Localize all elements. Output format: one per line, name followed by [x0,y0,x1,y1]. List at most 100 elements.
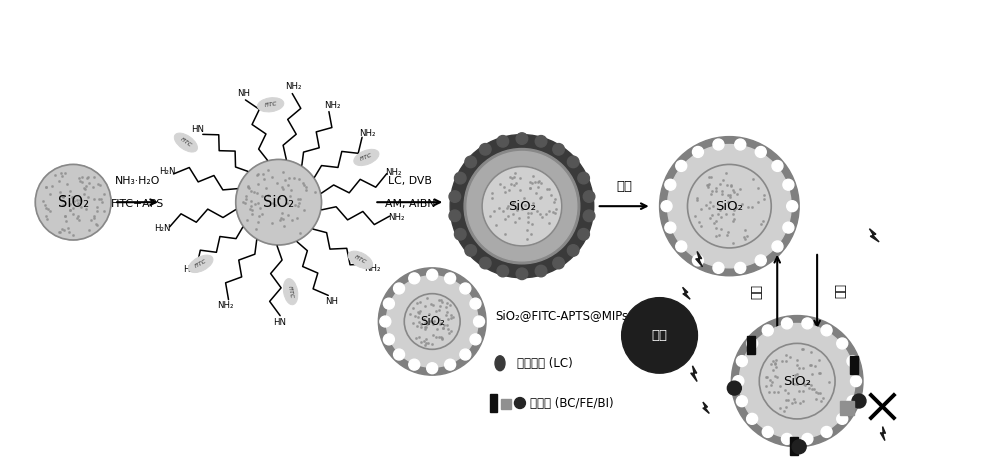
Text: SiO₂: SiO₂ [263,195,294,210]
Point [70,199,86,206]
Point [424,318,440,325]
Point [411,309,427,317]
Point [425,331,441,338]
Circle shape [535,265,547,277]
Point [54,225,70,233]
Circle shape [847,396,858,407]
Point [531,178,547,185]
Point [51,228,67,236]
Point [81,179,97,187]
Point [426,318,442,325]
Circle shape [380,316,391,327]
Circle shape [35,164,111,240]
Circle shape [449,191,461,202]
Ellipse shape [495,356,505,371]
Bar [501,399,511,409]
Point [402,310,418,318]
Circle shape [449,210,461,221]
Point [418,323,434,331]
Bar [747,337,755,354]
Point [813,397,829,405]
Circle shape [852,394,866,408]
Point [712,180,728,188]
Point [55,201,71,209]
Circle shape [676,161,687,172]
Point [547,195,563,203]
Circle shape [665,222,676,233]
Point [745,175,761,182]
Point [58,217,74,225]
Point [522,184,538,192]
Circle shape [747,338,758,349]
Point [725,186,741,193]
Point [780,390,796,397]
Point [260,166,276,174]
Circle shape [755,255,766,266]
Point [545,209,561,216]
Point [533,193,549,201]
Text: SiO₂: SiO₂ [58,195,89,210]
Point [756,195,772,203]
Point [789,362,805,369]
Ellipse shape [354,149,379,165]
Circle shape [787,201,798,212]
Point [782,353,798,360]
Point [269,179,285,187]
Circle shape [427,363,438,374]
Point [275,215,291,223]
Circle shape [497,265,509,277]
Point [795,345,811,353]
Point [56,226,72,233]
Circle shape [583,210,595,221]
Point [439,299,455,307]
Point [767,360,783,368]
Point [740,203,756,211]
Point [750,184,766,191]
Circle shape [736,356,747,366]
Point [418,339,434,347]
Point [811,356,827,364]
Point [284,216,300,224]
Point [704,211,720,219]
Circle shape [460,349,471,360]
Point [499,204,515,212]
Point [238,192,254,200]
Point [778,396,794,404]
Point [722,191,738,199]
Circle shape [792,440,806,454]
Ellipse shape [283,279,298,305]
Point [708,225,724,232]
Polygon shape [696,251,703,267]
Point [718,210,734,218]
Point [286,174,302,182]
Point [412,308,428,315]
Point [789,380,805,387]
Circle shape [772,161,783,172]
Point [772,404,788,411]
Point [794,345,810,353]
Circle shape [661,201,672,212]
Circle shape [460,283,471,294]
Point [64,193,80,201]
Point [264,173,280,181]
Point [71,174,87,182]
Point [54,192,70,200]
Point [272,216,288,223]
Point [283,186,299,193]
Point [758,383,774,390]
Point [78,205,94,212]
Point [291,199,307,207]
Point [83,216,99,224]
Point [405,319,421,327]
Point [60,224,76,232]
Point [287,201,303,209]
Point [702,198,718,206]
Point [718,169,734,177]
Point [766,389,782,396]
Circle shape [567,156,579,168]
Point [725,217,741,225]
Point [81,226,97,234]
Point [509,205,525,213]
Point [91,195,107,203]
Point [795,387,811,395]
